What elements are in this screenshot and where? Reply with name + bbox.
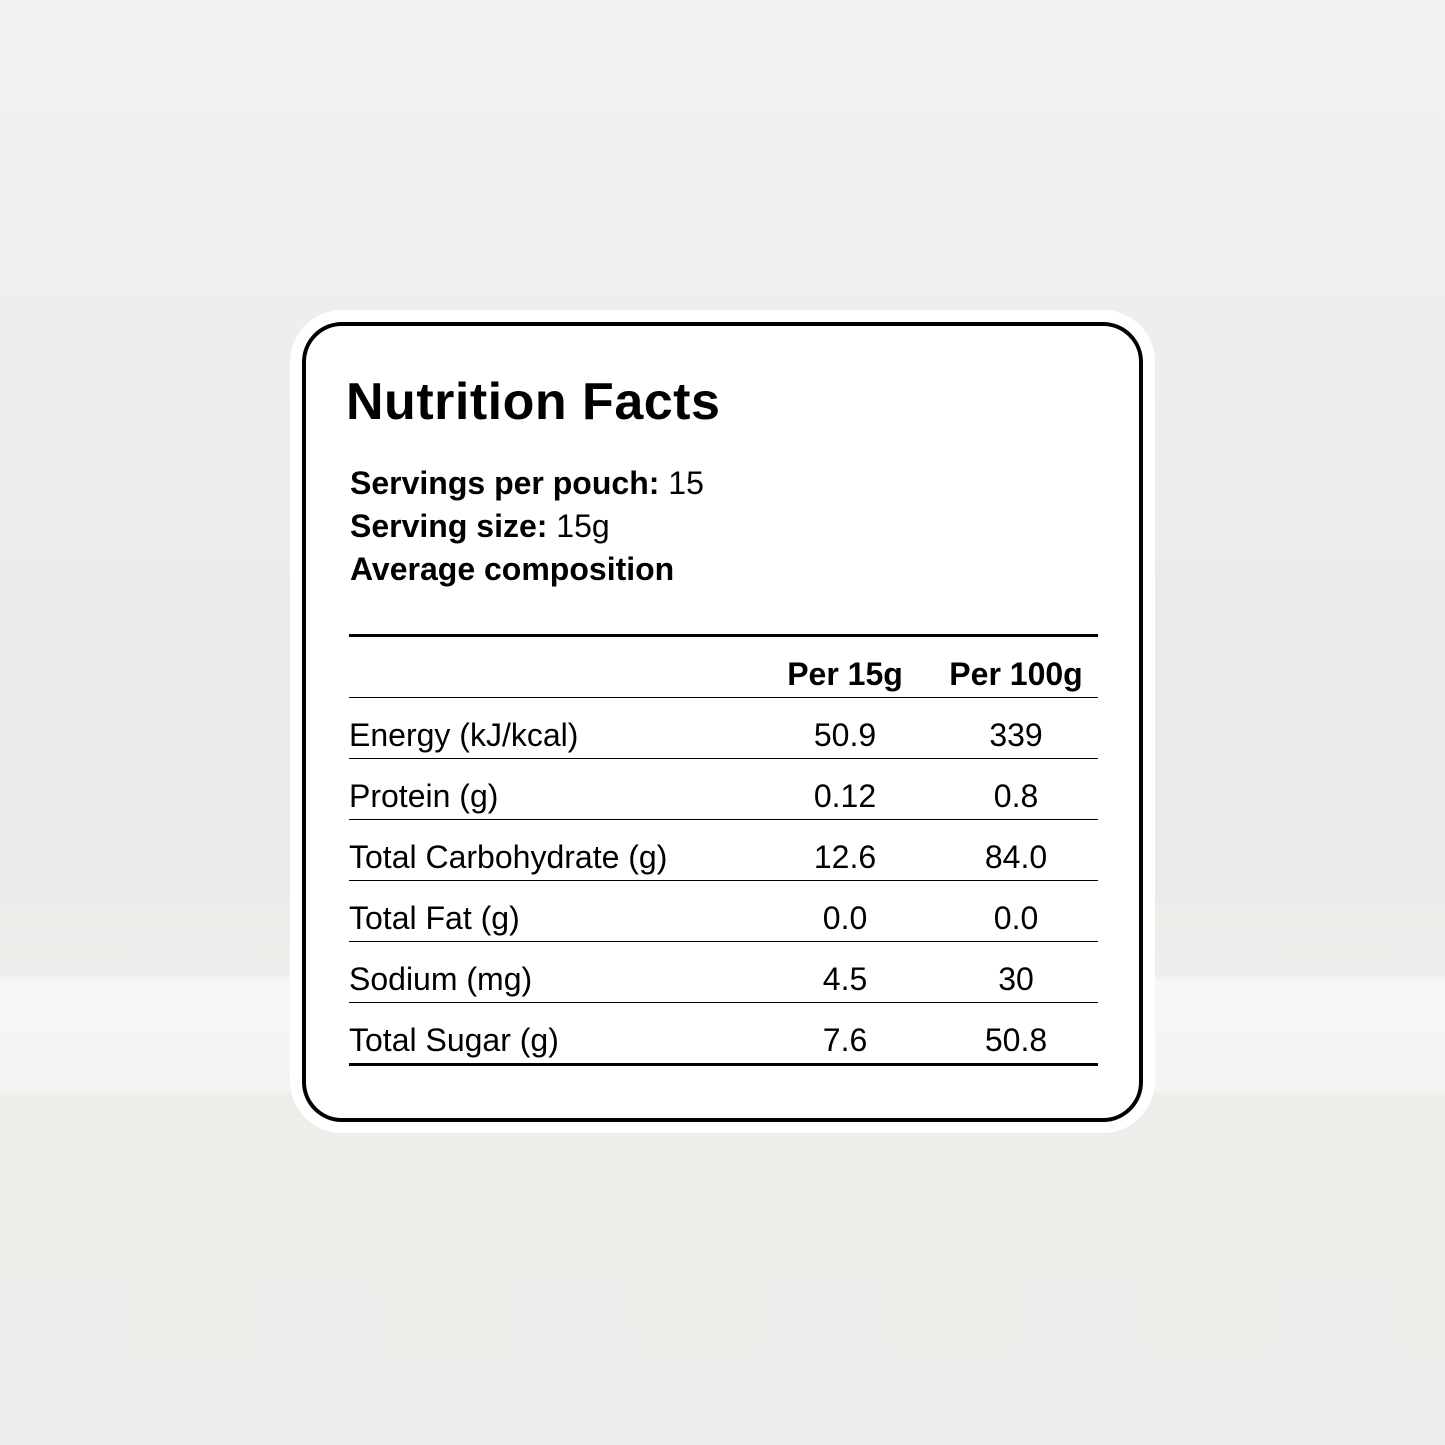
per-serving-value: 7.6 bbox=[822, 1022, 868, 1058]
label-title: Nutrition Facts bbox=[346, 373, 721, 431]
nutrient-name: Energy (kJ/kcal) bbox=[349, 717, 579, 753]
servings-per-pouch: Servings per pouch: 15 bbox=[350, 465, 704, 501]
nutrition-table: Per 15g Per 100g Energy (kJ/kcal) 50.9 339… bbox=[349, 634, 1098, 1066]
per-100g-value: 339 bbox=[989, 717, 1043, 753]
per-serving-value: 0.0 bbox=[822, 900, 868, 936]
divider bbox=[349, 819, 1098, 820]
serving-size: Serving size: 15g bbox=[350, 508, 610, 544]
per-serving-value: 0.12 bbox=[813, 778, 877, 814]
per-100g-value: 0.8 bbox=[993, 778, 1039, 814]
table-row: Total Fat (g) 0.0 0.0 bbox=[349, 881, 1098, 941]
divider bbox=[349, 1002, 1098, 1003]
table-row: Total Sugar (g) 7.6 50.8 bbox=[349, 1003, 1098, 1063]
composition-label: Average composition bbox=[350, 551, 675, 587]
nutrient-name: Total Fat (g) bbox=[349, 900, 520, 936]
per-100g-value: 0.0 bbox=[993, 900, 1039, 936]
nutrient-name: Protein (g) bbox=[349, 778, 499, 814]
per-serving-value: 12.6 bbox=[813, 839, 877, 875]
divider bbox=[349, 758, 1098, 759]
table-row: Protein (g) 0.12 0.8 bbox=[349, 759, 1098, 819]
label-card bbox=[302, 322, 1143, 1122]
column-header: Per 100g bbox=[949, 656, 1083, 692]
nutrient-name: Total Sugar (g) bbox=[349, 1022, 559, 1058]
divider bbox=[349, 880, 1098, 881]
per-100g-value: 84.0 bbox=[984, 839, 1048, 875]
per-100g-value: 30 bbox=[998, 961, 1034, 997]
table-header: Per 15g Per 100g bbox=[349, 637, 1098, 697]
nutrient-name: Sodium (mg) bbox=[349, 961, 533, 997]
nutrient-name: Total Carbohydrate (g) bbox=[349, 839, 668, 875]
divider bbox=[349, 697, 1098, 698]
table-row: Total Carbohydrate (g) 12.6 84.0 bbox=[349, 820, 1098, 880]
serving-info: Servings per pouch: 15 Serving size: 15g… bbox=[350, 462, 704, 591]
divider bbox=[349, 941, 1098, 942]
per-serving-value: 50.9 bbox=[813, 717, 877, 753]
table-row: Energy (kJ/kcal) 50.9 339 bbox=[349, 698, 1098, 758]
divider bbox=[349, 1063, 1098, 1066]
per-100g-value: 50.8 bbox=[984, 1022, 1048, 1058]
divider bbox=[349, 634, 1098, 637]
per-serving-value: 4.5 bbox=[822, 961, 868, 997]
column-header: Per 15g bbox=[787, 656, 903, 692]
table-row: Sodium (mg) 4.5 30 bbox=[349, 942, 1098, 1002]
